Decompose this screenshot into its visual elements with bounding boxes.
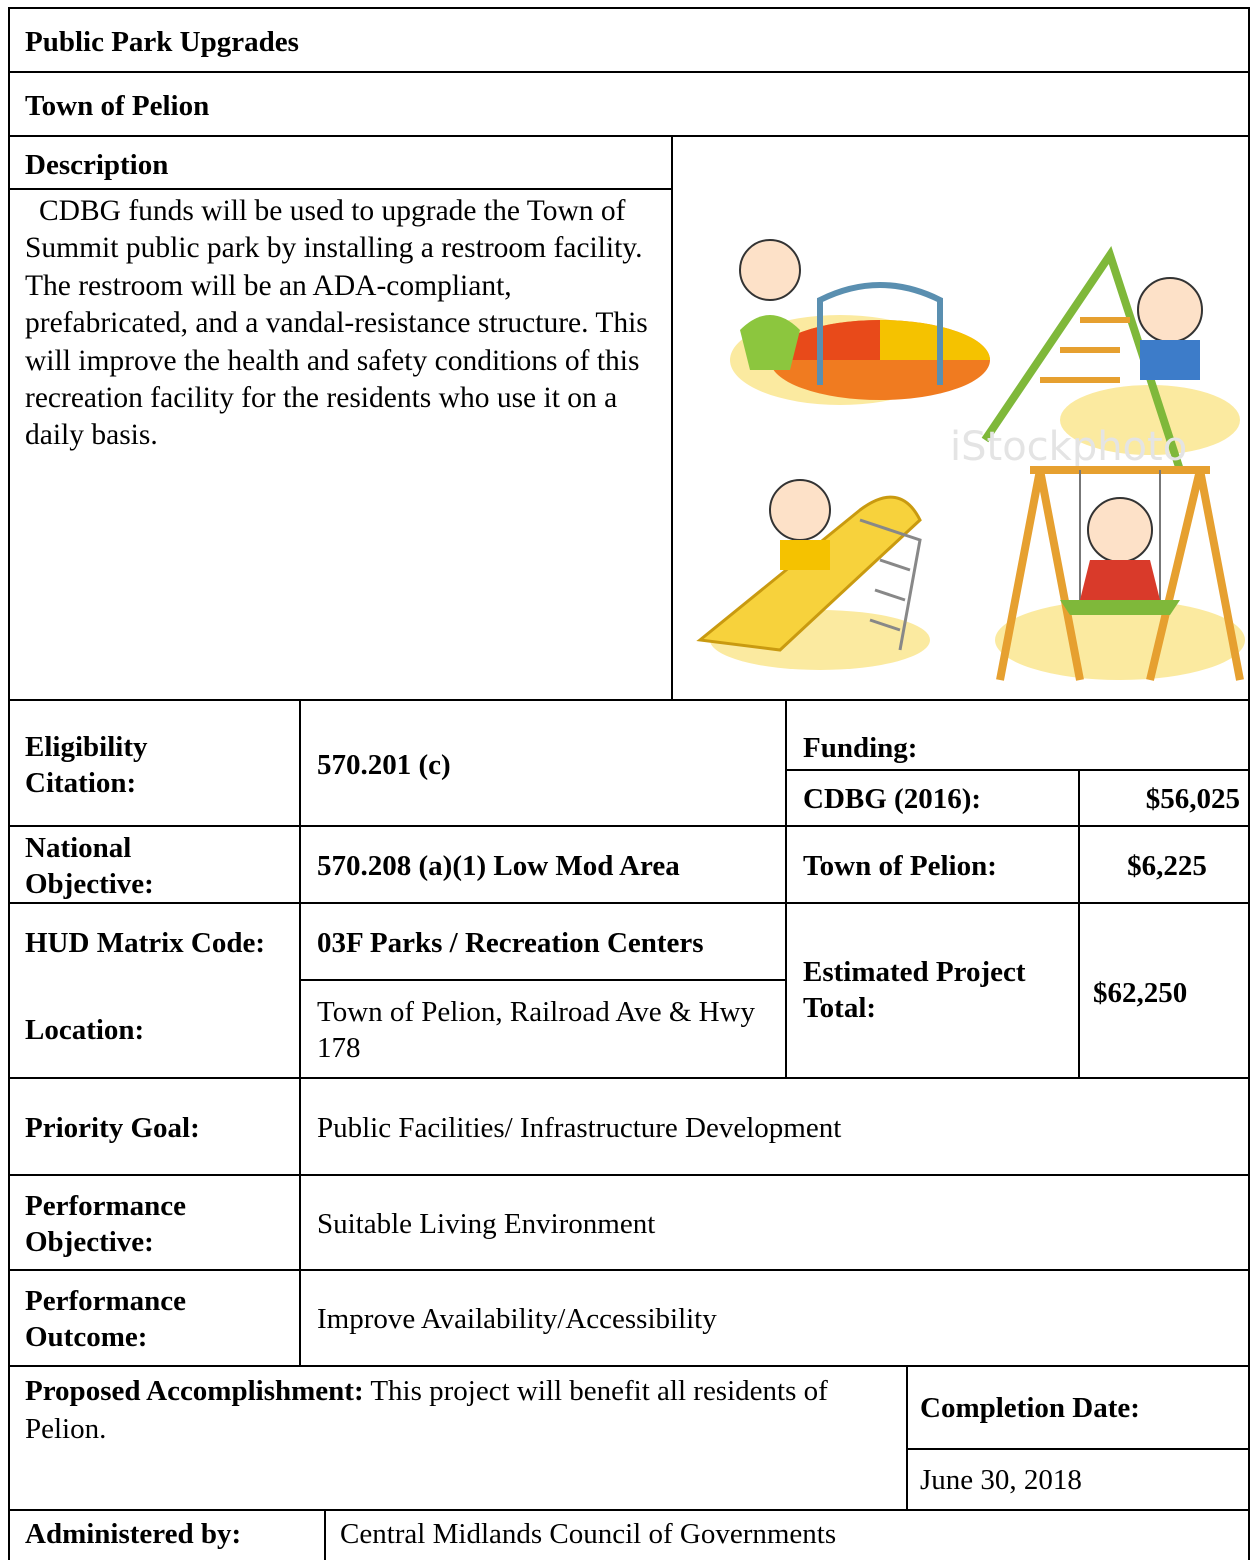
field-label: Performance Objective: <box>25 1190 187 1258</box>
description-text: CDBG funds will be used to upgrade the T… <box>25 195 648 452</box>
playground-illustration: iStockphoto <box>696 239 1245 681</box>
completion-label: Completion Date: <box>920 1392 1140 1424</box>
field-value: 03F Parks / Recreation Centers <box>317 927 704 959</box>
organization: Town of Pelion <box>25 90 210 122</box>
funding-label: CDBG (2016): <box>803 783 982 815</box>
field-label: HUD Matrix Code: <box>25 927 266 959</box>
accomplishment-label: Proposed Accomplishment: <box>25 1375 364 1407</box>
administered-value: Central Midlands Council of Governments <box>340 1518 837 1550</box>
project-title: Public Park Upgrades <box>25 26 299 58</box>
completion-date: June 30, 2018 <box>920 1464 1082 1496</box>
field-value: Town of Pelion, Railroad Ave & Hwy 178 <box>317 996 756 1064</box>
funding-amount: $56,025 <box>1145 783 1240 815</box>
field-value: 570.201 (c) <box>317 749 451 781</box>
total-amount: $62,250 <box>1093 977 1188 1009</box>
funding-heading: Funding: <box>803 732 918 764</box>
funding-label: Town of Pelion: <box>803 850 997 882</box>
field-label: Location: <box>25 1014 145 1046</box>
funding-amount: $6,225 <box>1127 850 1207 882</box>
field-label: Eligibility Citation: <box>25 731 148 799</box>
field-value: Public Facilities/ Infrastructure Develo… <box>317 1112 842 1144</box>
field-label: Performance Outcome: <box>25 1285 187 1353</box>
accomplishment-text: This project will benefit all residents … <box>25 1375 828 1445</box>
administered-label: Administered by: <box>25 1518 242 1550</box>
total-label: Estimated Project Total: <box>803 956 1026 1024</box>
field-label: Priority Goal: <box>25 1112 200 1144</box>
description-heading: Description <box>25 149 169 181</box>
field-value: Improve Availability/Accessibility <box>317 1303 717 1335</box>
field-value: 570.208 (a)(1) Low Mod Area <box>317 850 680 882</box>
field-label: National Objective: <box>25 832 154 900</box>
accomplishment: Proposed Accomplishment: This project wi… <box>25 1372 895 1448</box>
field-value: Suitable Living Environment <box>317 1208 656 1240</box>
image-watermark: iStockphoto <box>950 424 1187 470</box>
